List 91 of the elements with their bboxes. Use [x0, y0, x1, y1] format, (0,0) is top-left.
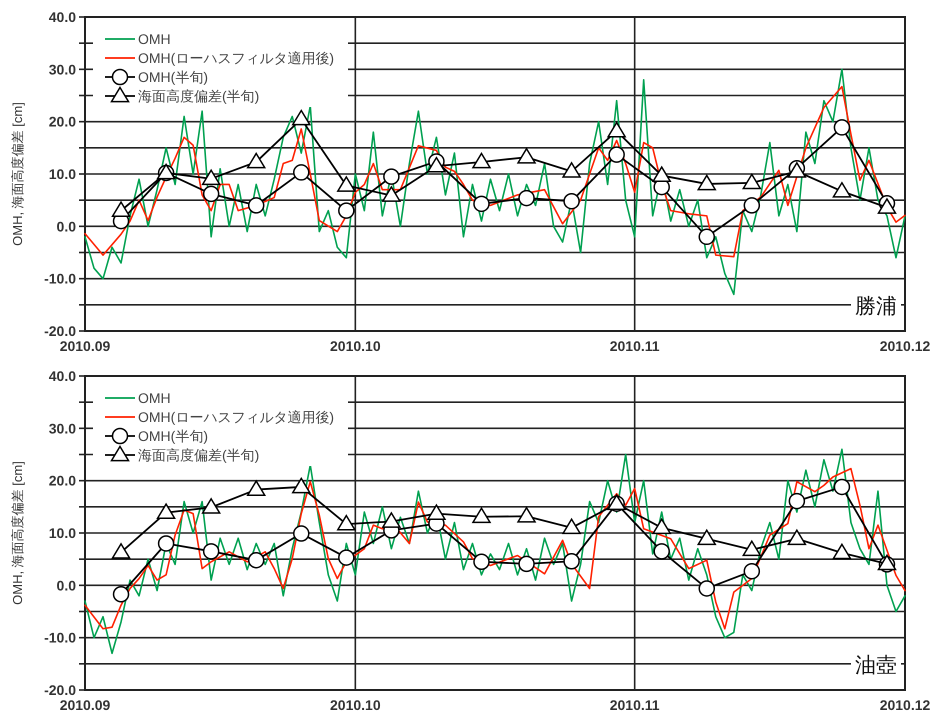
point: [112, 201, 130, 218]
point: [473, 196, 490, 212]
point: [472, 152, 491, 168]
legend-label: OMH(ローハスフィルタ適用後): [138, 50, 334, 66]
point: [563, 192, 580, 210]
point: [427, 156, 446, 173]
x-tick-label: 2010.09: [60, 697, 111, 713]
point: [292, 110, 311, 126]
y-axis-title: OMH, 海面高度偏差 [cm]: [10, 461, 25, 605]
y-tick-label: 40.0: [48, 368, 76, 384]
legend-label: 海面高度偏差(半旬): [138, 447, 260, 463]
point: [698, 580, 716, 597]
point: [788, 492, 806, 510]
point: [293, 164, 310, 181]
point: [248, 552, 264, 568]
point: [698, 530, 716, 546]
point: [246, 480, 266, 496]
point: [337, 514, 356, 530]
annotation: 勝浦: [855, 295, 897, 318]
point: [112, 586, 130, 602]
point: [744, 562, 760, 580]
point: [202, 543, 220, 560]
point: [518, 556, 535, 572]
legend-label: OMH(半旬): [138, 69, 208, 85]
y-tick-label: 0.0: [56, 577, 76, 594]
y-tick-label: 10.0: [48, 525, 76, 541]
point: [158, 535, 174, 552]
y-tick-label: 0.0: [56, 218, 76, 234]
legend-label: OMH(ローハスフィルタ適用後): [138, 409, 334, 425]
point: [382, 186, 401, 202]
legend-label: 海面高度偏差(半旬): [138, 88, 260, 104]
x-tick-label: 2010.11: [610, 338, 660, 354]
point: [698, 174, 716, 190]
point: [337, 176, 356, 192]
point: [517, 148, 536, 164]
point: [292, 478, 311, 494]
point: [202, 169, 220, 186]
point: [382, 512, 401, 528]
point: [742, 174, 762, 190]
x-tick-label: 2010.11: [610, 697, 660, 713]
point: [518, 190, 535, 206]
annotation: 油壺: [855, 654, 897, 677]
point: [383, 168, 400, 185]
x-tick-label: 2010.12: [880, 697, 931, 713]
point: [788, 530, 806, 546]
point: [293, 525, 310, 542]
legend-label: OMH(半旬): [138, 428, 208, 444]
point: [427, 504, 446, 520]
point: [653, 543, 670, 560]
x-tick-label: 2010.09: [60, 338, 111, 354]
point: [698, 228, 716, 246]
y-tick-label: 30.0: [48, 420, 76, 436]
point: [562, 518, 581, 534]
point: [652, 518, 671, 534]
y-tick-label: 20.0: [48, 472, 76, 489]
point: [608, 146, 625, 163]
point: [832, 544, 852, 560]
point: [246, 152, 266, 168]
point: [744, 197, 760, 214]
y-tick-label: 10.0: [48, 166, 76, 182]
point: [338, 202, 355, 219]
point: [607, 122, 626, 138]
y-axis-title: OMH, 海面高度偏差 [cm]: [10, 102, 25, 246]
point: [742, 540, 762, 556]
y-tick-label: 40.0: [48, 9, 76, 25]
point: [517, 507, 536, 523]
point: [878, 198, 896, 214]
point: [563, 553, 580, 570]
legend-label: OMH: [138, 31, 171, 47]
legend-label: OMH: [138, 390, 171, 406]
point: [472, 508, 491, 524]
point: [112, 543, 130, 559]
point: [562, 162, 581, 178]
point: [156, 503, 176, 519]
point: [338, 549, 355, 566]
x-tick-label: 2010.12: [880, 338, 931, 354]
x-tick-label: 2010.10: [330, 697, 381, 713]
point: [832, 182, 852, 198]
y-tick-label: 20.0: [48, 114, 76, 130]
point: [248, 197, 264, 214]
y-tick-label: -20.0: [44, 323, 76, 339]
y-tick-label: -20.0: [44, 682, 76, 698]
point: [202, 186, 220, 202]
y-tick-label: -10.0: [44, 270, 76, 287]
x-tick-label: 2010.10: [330, 338, 381, 354]
point: [652, 166, 671, 182]
point: [834, 478, 850, 496]
y-tick-label: -10.0: [44, 630, 76, 646]
point: [473, 554, 490, 570]
y-tick-label: 30.0: [48, 61, 76, 78]
point: [202, 498, 220, 514]
